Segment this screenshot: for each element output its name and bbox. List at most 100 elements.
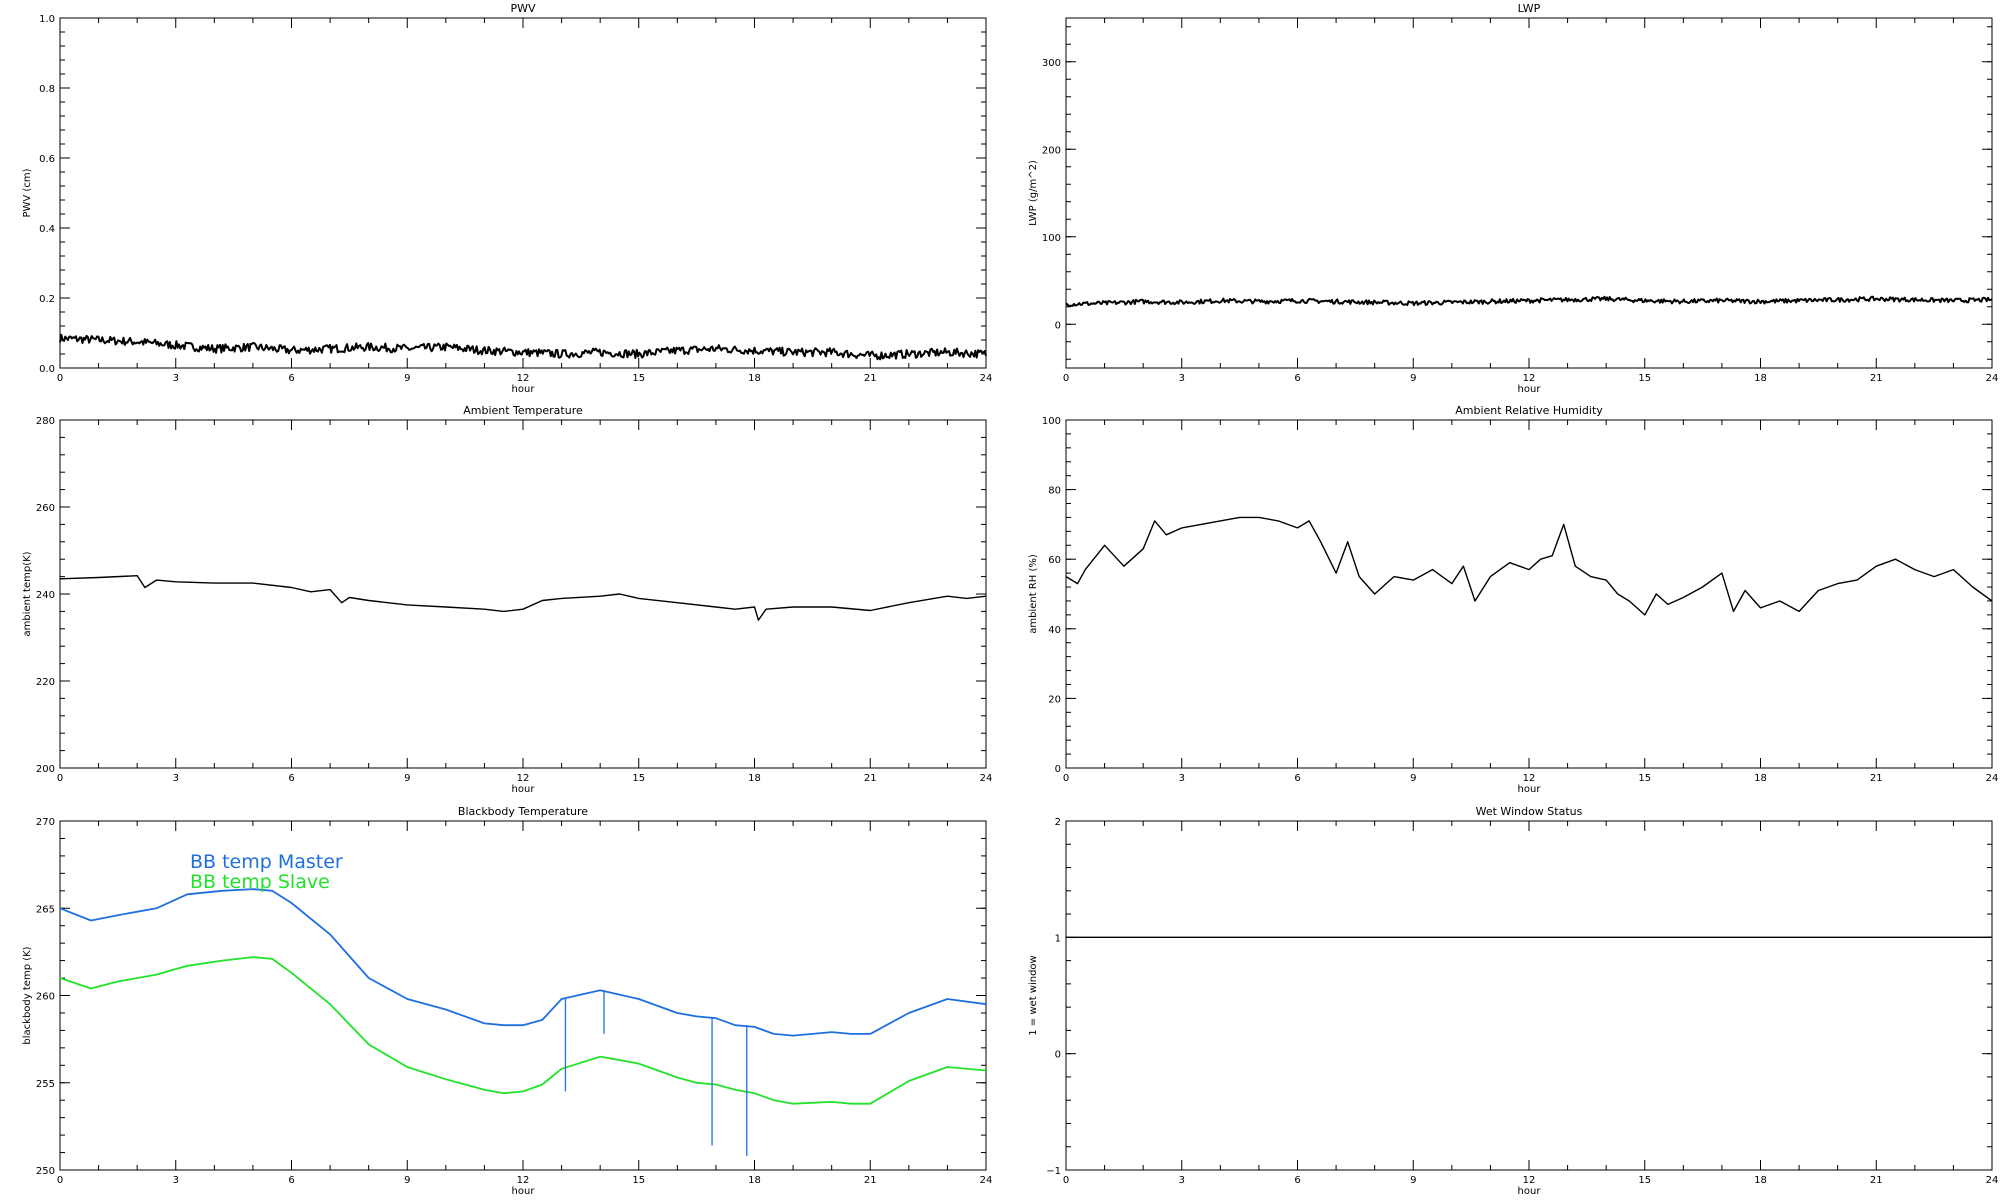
x-tick-label: 18 [1754,1175,1767,1186]
x-tick-label: 3 [173,1175,179,1186]
x-tick-label: 9 [1410,1175,1416,1186]
y-tick-label: −1 [1046,1166,1061,1177]
x-tick-label: 21 [864,1175,877,1186]
y-tick-label: 265 [36,904,55,915]
plot-frame [1065,820,1993,1171]
x-axis-label: hour [512,784,536,795]
x-axis-label: hour [1518,1186,1542,1197]
series-line-0 [1065,516,1993,616]
x-tick-label: 15 [1638,373,1651,384]
x-tick-label: 12 [1523,1175,1536,1186]
x-tick-label: 9 [404,773,410,784]
x-tick-label: 12 [517,773,530,784]
x-tick-label: 15 [632,1175,645,1186]
x-tick-label: 0 [57,1175,63,1186]
y-tick-label: 300 [1042,58,1061,69]
y-tick-label: 255 [36,1079,55,1090]
y-tick-label: 100 [1042,416,1061,427]
x-tick-label: 24 [980,773,993,784]
x-tick-label: 9 [404,1175,410,1186]
y-tick-label: 0.4 [39,224,55,235]
x-tick-label: 6 [288,1175,294,1186]
x-axis-label: hour [1518,384,1542,395]
y-tick-label: 0.0 [39,364,55,375]
x-tick-label: 0 [1063,373,1069,384]
plot-frame [59,17,987,369]
series-line-0 [59,888,987,1037]
x-tick-label: 15 [632,373,645,384]
chart-title: Wet Window Status [1476,805,1583,818]
x-tick-label: 3 [1179,773,1185,784]
x-axis-label: hour [512,1186,536,1197]
x-tick-label: 24 [1986,1175,1999,1186]
chart-title: LWP [1518,2,1541,15]
series-line-0 [1065,295,1993,308]
x-axis-label: hour [512,384,536,395]
y-tick-label: 200 [36,764,55,775]
y-tick-label: 100 [1042,233,1061,244]
x-tick-label: 0 [57,373,63,384]
chart-panel-1: LWP 0 3 6 9 12 15 18 21 24 0 100 200 300 hour LWP (g/m^… [1028,2,1998,395]
x-tick-label: 9 [1410,373,1416,384]
x-tick-label: 12 [1523,773,1536,784]
x-tick-label: 21 [864,773,877,784]
x-tick-label: 3 [1179,373,1185,384]
x-tick-label: 24 [980,373,993,384]
chart-panel-3: Ambient Relative Humidity 0 3 6 9 12 15 18 21 24 0… [1028,404,1998,795]
x-tick-label: 9 [1410,773,1416,784]
y-tick-label: 60 [1048,555,1061,566]
x-tick-label: 15 [632,773,645,784]
series-line-1 [59,956,987,1105]
x-tick-label: 9 [404,373,410,384]
y-tick-label: 260 [36,503,55,514]
x-tick-label: 6 [288,773,294,784]
chart-panel-0: PWV 0 3 6 9 12 15 18 21 24 0.0 0.2 0.4 0.6 0.8 1.0 hour P… [22,2,992,395]
y-axis-label: ambient temp(K) [22,551,33,636]
y-tick-label: 270 [36,817,55,828]
x-tick-label: 6 [1294,773,1300,784]
y-tick-label: 240 [36,590,55,601]
x-tick-label: 18 [748,1175,761,1186]
x-tick-label: 18 [1754,373,1767,384]
chart-title: Ambient Temperature [463,404,583,417]
x-tick-label: 6 [1294,1175,1300,1186]
x-tick-label: 18 [748,773,761,784]
y-tick-label: 1.0 [39,14,55,25]
legend-entry: BB temp Master [190,851,343,873]
legend-entry: BB temp Slave [190,871,330,893]
plot-frame [1065,17,1993,369]
x-tick-label: 0 [57,773,63,784]
y-axis-label: PWV (cm) [22,168,33,217]
y-tick-label: 220 [36,677,55,688]
y-tick-label: 40 [1048,625,1061,636]
y-axis-label: 1 = wet window [1028,955,1039,1035]
x-axis-label: hour [1518,784,1542,795]
x-tick-label: 12 [517,373,530,384]
x-tick-label: 24 [1986,373,1999,384]
chart-panel-4: Blackbody Temperature 0 3 6 9 12 15 18 21 24 250 25… [22,805,992,1197]
x-tick-label: 3 [173,773,179,784]
y-axis-label: ambient RH (%) [1028,554,1039,634]
y-axis-label: blackbody temp (K) [22,946,33,1044]
x-tick-label: 0 [1063,1175,1069,1186]
chart-title: PWV [510,2,536,15]
y-tick-label: 0.8 [39,84,55,95]
x-tick-label: 6 [1294,373,1300,384]
plot-frame [59,419,987,769]
y-tick-label: 80 [1048,486,1061,497]
x-tick-label: 3 [173,373,179,384]
y-tick-label: 1 [1055,933,1061,944]
y-axis-label: LWP (g/m^2) [1028,160,1039,226]
chart-panel-2: Ambient Temperature 0 3 6 9 12 15 18 21 24 200 220 2… [22,404,992,795]
chart-title: Blackbody Temperature [458,805,588,818]
x-tick-label: 6 [288,373,294,384]
x-tick-label: 21 [1870,773,1883,784]
y-tick-label: 20 [1048,694,1061,705]
y-tick-label: 280 [36,416,55,427]
y-tick-label: 0 [1055,764,1061,775]
y-tick-label: 200 [1042,145,1061,156]
x-tick-label: 12 [1523,373,1536,384]
chart-title: Ambient Relative Humidity [1455,404,1603,417]
x-tick-label: 18 [1754,773,1767,784]
